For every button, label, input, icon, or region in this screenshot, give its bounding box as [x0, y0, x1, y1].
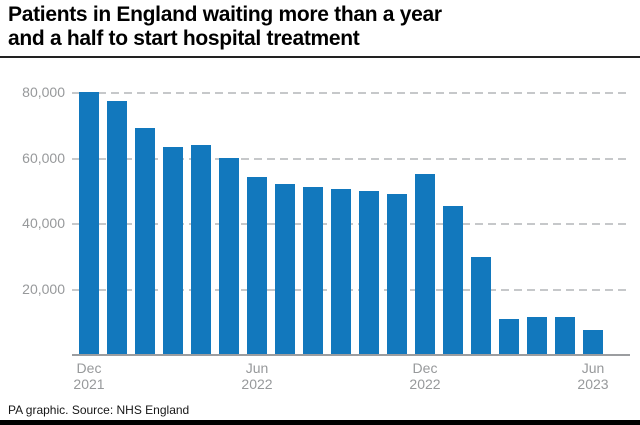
x-axis-baseline: [72, 354, 630, 356]
chart-bar-feb-2022: [135, 127, 155, 354]
chart-bar-dec-2021: [79, 92, 99, 354]
gridline-40000: [72, 223, 630, 226]
chart-bar-jun-2022: [247, 177, 267, 354]
chart-bar-jan-2023: [443, 205, 463, 354]
chart-bar-mar-2023: [499, 318, 519, 354]
chart-bar-dec-2022: [415, 174, 435, 354]
chart-bar-apr-2023: [527, 316, 547, 354]
page-title-line-1: Patients in England waiting more than a …: [8, 3, 442, 26]
page-title-line-2: and a half to start hospital treatment: [8, 27, 360, 50]
chart-bar-jan-2022: [107, 100, 127, 354]
chart-bar-jun-2023: [583, 330, 603, 354]
y-axis-label-60000: 60,000: [22, 149, 65, 166]
chart-bar-feb-2023: [471, 256, 491, 354]
chart-bar-sep-2022: [331, 189, 351, 354]
source-note: PA graphic. Source: NHS England: [8, 403, 190, 417]
title-divider: [0, 56, 640, 58]
x-axis-label-dec-2022: Dec 2022: [409, 360, 441, 392]
chart-bar-apr-2022: [191, 145, 211, 354]
x-axis-label-dec-2021: Dec 2021: [73, 360, 105, 392]
y-axis-label-40000: 40,000: [22, 215, 65, 232]
chart-bar-oct-2022: [359, 190, 379, 354]
y-axis-label-80000: 80,000: [22, 84, 65, 101]
y-axis-label-20000: 20,000: [22, 280, 65, 297]
chart-bar-mar-2022: [163, 146, 183, 354]
chart-bar-aug-2022: [303, 187, 323, 354]
chart-bar-may-2022: [219, 158, 239, 354]
chart-bar-jul-2022: [275, 183, 295, 354]
chart-plot: [72, 85, 630, 356]
chart-bar-nov-2022: [387, 194, 407, 354]
chart-bar-may-2023: [555, 317, 575, 354]
bottom-black-bar: [0, 420, 640, 425]
gridline-80000: [72, 92, 630, 95]
gridline-20000: [72, 288, 630, 291]
page-title: Patients in England waiting more than a …: [8, 3, 442, 51]
x-axis-label-jun-2022: Jun 2022: [241, 360, 273, 392]
gridline-60000: [72, 157, 630, 160]
x-axis-label-jun-2023: Jun 2023: [577, 360, 609, 392]
